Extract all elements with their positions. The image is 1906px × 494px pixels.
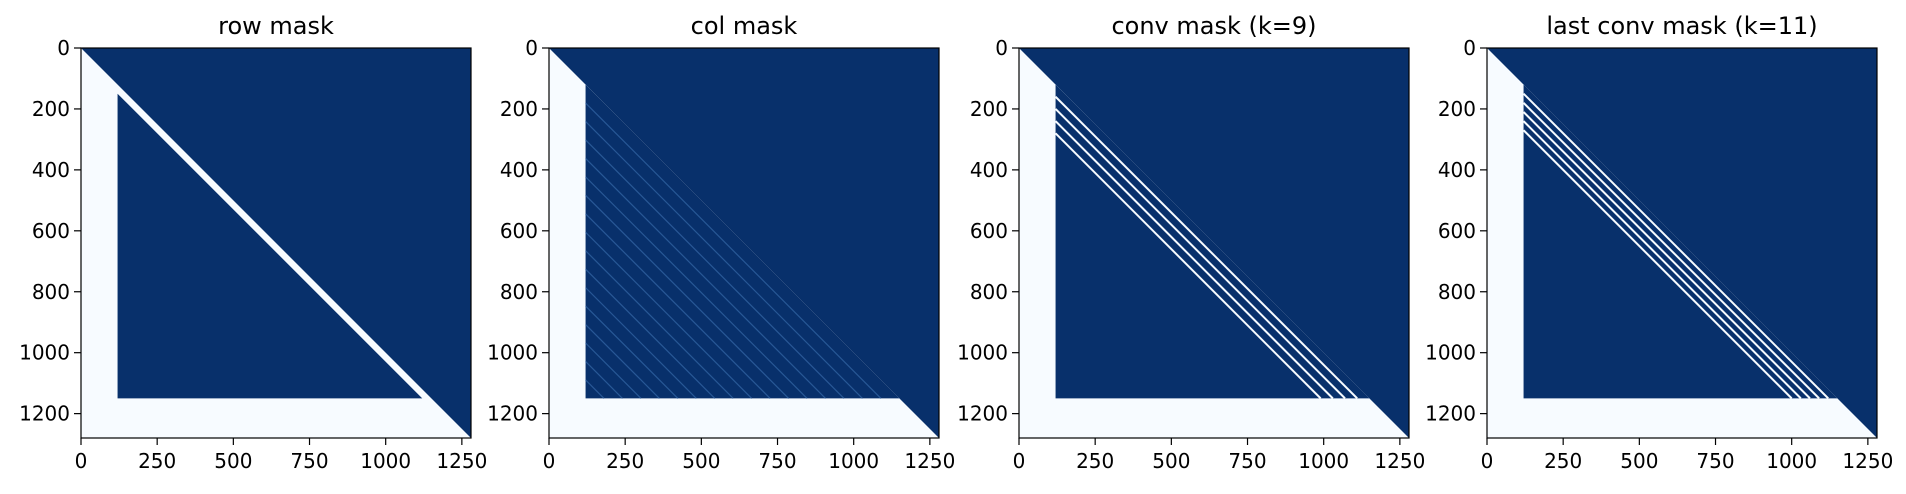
y-tick-label: 600 bbox=[32, 219, 70, 243]
y-tick-label: 0 bbox=[995, 36, 1008, 60]
x-tick-label: 1000 bbox=[360, 449, 411, 473]
y-tick-label: 400 bbox=[970, 158, 1008, 182]
y-tick-label: 800 bbox=[970, 280, 1008, 304]
lower-triangle bbox=[117, 93, 423, 399]
y-tick-label: 0 bbox=[1463, 36, 1476, 60]
x-tick-label: 500 bbox=[1620, 449, 1658, 473]
faint-diagonal-8 bbox=[585, 231, 753, 399]
y-tick-label: 200 bbox=[32, 97, 70, 121]
faint-diagonal-12 bbox=[585, 305, 679, 399]
y-tick-label: 200 bbox=[1438, 97, 1476, 121]
upper-triangle bbox=[81, 48, 471, 438]
faint-diagonal-13 bbox=[585, 324, 660, 399]
faint-diagonal-4 bbox=[585, 157, 826, 399]
y-tick-label: 600 bbox=[500, 219, 538, 243]
x-tick-label: 500 bbox=[682, 449, 720, 473]
faint-diagonal-9 bbox=[585, 250, 734, 399]
x-tick-label: 500 bbox=[1152, 449, 1190, 473]
y-tick-label: 1000 bbox=[957, 341, 1008, 365]
x-tick-label: 1250 bbox=[904, 449, 955, 473]
faint-diagonal-7 bbox=[585, 213, 771, 399]
x-tick-label: 500 bbox=[214, 449, 252, 473]
y-tick-label: 800 bbox=[1438, 280, 1476, 304]
x-tick-label: 250 bbox=[138, 449, 176, 473]
y-tick-label: 1200 bbox=[19, 402, 70, 426]
y-tick-label: 400 bbox=[32, 158, 70, 182]
y-tick-label: 1000 bbox=[19, 341, 70, 365]
x-tick-label: 1250 bbox=[1374, 449, 1425, 473]
faint-diagonal-1 bbox=[585, 102, 882, 399]
axes-frame bbox=[1486, 47, 1878, 439]
y-tick-label: 1200 bbox=[487, 402, 538, 426]
y-tick-label: 1000 bbox=[1425, 341, 1476, 365]
x-tick-label: 0 bbox=[543, 449, 556, 473]
panel-title: row mask bbox=[218, 12, 334, 40]
diagonal-line-1 bbox=[1522, 92, 1829, 400]
y-tick-label: 800 bbox=[32, 280, 70, 304]
faint-diagonal-2 bbox=[585, 121, 863, 399]
y-tick-label: 1200 bbox=[957, 402, 1008, 426]
lower-triangle bbox=[1523, 84, 1838, 399]
faint-diagonal-5 bbox=[585, 176, 808, 399]
x-tick-label: 0 bbox=[1481, 449, 1494, 473]
x-tick-label: 1250 bbox=[1842, 449, 1893, 473]
panel-4: 0 250 500 750 1000 1250 0 200 400 600 800 1000 1200 l… bbox=[1425, 12, 1893, 473]
faint-diagonal-10 bbox=[585, 268, 716, 399]
diagonal-line-1 bbox=[1054, 96, 1358, 400]
lower-triangle bbox=[1055, 84, 1370, 399]
panel-title: col mask bbox=[691, 12, 798, 40]
x-tick-label: 1250 bbox=[436, 449, 487, 473]
panel-title: conv mask (k=9) bbox=[1111, 12, 1316, 40]
y-tick-label: 0 bbox=[57, 36, 70, 60]
axes-frame bbox=[548, 47, 940, 439]
panel-3: 0 250 500 750 1000 1250 0 200 400 600 800 1000 1200 c… bbox=[957, 12, 1425, 473]
axes-frame bbox=[1018, 47, 1410, 439]
diagonal-line-4 bbox=[1522, 120, 1802, 400]
faint-diagonal-6 bbox=[585, 194, 790, 399]
diagonal-line-3 bbox=[1522, 111, 1811, 400]
y-tick-label: 200 bbox=[970, 97, 1008, 121]
diagonal-line-5 bbox=[1522, 129, 1793, 400]
y-tick-label: 400 bbox=[1438, 158, 1476, 182]
y-tick-label: 1200 bbox=[1425, 402, 1476, 426]
faint-diagonal-16 bbox=[585, 379, 605, 399]
panel-1: 0 250 500 750 1000 1250 0 200 400 600 800 1000 1200 r… bbox=[19, 12, 487, 473]
faint-diagonal-15 bbox=[585, 361, 623, 399]
x-tick-label: 750 bbox=[758, 449, 796, 473]
panel-title: last conv mask (k=11) bbox=[1546, 12, 1817, 40]
diagonal-line-4 bbox=[1054, 132, 1322, 400]
diagonal-line-2 bbox=[1522, 102, 1820, 400]
x-tick-label: 1000 bbox=[1298, 449, 1349, 473]
y-tick-label: 600 bbox=[1438, 219, 1476, 243]
x-tick-label: 750 bbox=[1228, 449, 1266, 473]
x-tick-label: 1000 bbox=[1766, 449, 1817, 473]
y-tick-label: 600 bbox=[970, 219, 1008, 243]
lower-triangle bbox=[585, 84, 900, 399]
diagonal-line-2 bbox=[1054, 108, 1346, 400]
y-tick-label: 0 bbox=[525, 36, 538, 60]
faint-diagonal-3 bbox=[585, 139, 845, 399]
diagonal-line-3 bbox=[1054, 120, 1334, 400]
x-tick-label: 0 bbox=[1013, 449, 1026, 473]
x-tick-label: 1000 bbox=[828, 449, 879, 473]
faint-diagonal-14 bbox=[585, 342, 642, 399]
y-tick-label: 800 bbox=[500, 280, 538, 304]
faint-diagonal-11 bbox=[585, 287, 697, 399]
y-tick-label: 200 bbox=[500, 97, 538, 121]
panel-2: 0 250 500 750 1000 1250 0 200 400 600 800 1000 1200 c… bbox=[487, 12, 955, 473]
y-tick-label: 1000 bbox=[487, 341, 538, 365]
y-tick-label: 400 bbox=[500, 158, 538, 182]
x-tick-label: 750 bbox=[1696, 449, 1734, 473]
x-tick-label: 750 bbox=[290, 449, 328, 473]
x-tick-label: 250 bbox=[1544, 449, 1582, 473]
x-tick-label: 250 bbox=[606, 449, 644, 473]
x-tick-label: 250 bbox=[1076, 449, 1114, 473]
x-tick-label: 0 bbox=[75, 449, 88, 473]
axes-frame bbox=[80, 47, 472, 439]
